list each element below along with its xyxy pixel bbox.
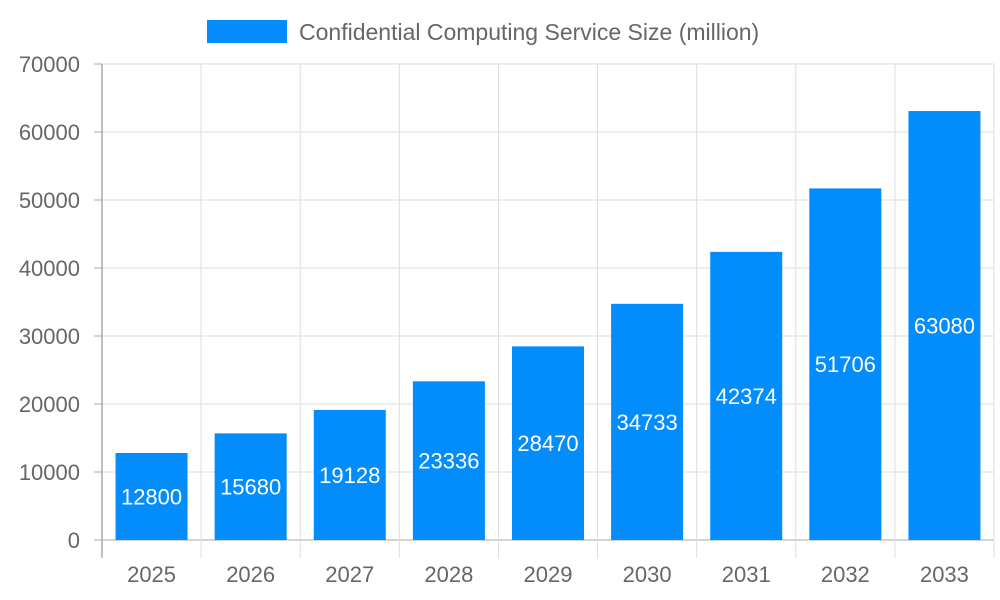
x-tick-label: 2025: [127, 562, 176, 587]
data-label: 15680: [220, 475, 281, 500]
x-tick-label: 2032: [821, 562, 870, 587]
y-tick-label: 0: [68, 528, 80, 553]
bar-2029[interactable]: [512, 346, 584, 540]
x-tick-label: 2031: [722, 562, 771, 587]
y-tick-label: 60000: [19, 120, 80, 145]
y-tick-label: 20000: [19, 392, 80, 417]
data-label: 23336: [418, 449, 479, 474]
x-tick-label: 2033: [920, 562, 969, 587]
x-tick-label: 2028: [424, 562, 473, 587]
data-label: 19128: [319, 463, 380, 488]
data-label: 12800: [121, 484, 182, 509]
y-tick-label: 40000: [19, 256, 80, 281]
data-label: 42374: [716, 384, 777, 409]
data-label: 63080: [914, 314, 975, 339]
bar-2033[interactable]: [908, 111, 981, 540]
x-tick-label: 2027: [325, 562, 374, 587]
legend-label: Confidential Computing Service Size (mil…: [299, 19, 759, 45]
x-tick-label: 2030: [623, 562, 672, 587]
data-label: 51706: [815, 352, 876, 377]
x-axis: 2025 2026 2027 2028 2029 2030 2031 2032 2033: [127, 562, 969, 587]
bar-2028[interactable]: [412, 381, 485, 540]
x-tick-label: 2026: [226, 562, 275, 587]
bar-2031[interactable]: [710, 251, 783, 540]
y-axis: 0 10000 20000 30000 40000 50000 60000 70000: [19, 52, 103, 558]
legend-swatch: [207, 20, 287, 43]
bar-2027[interactable]: [313, 409, 386, 540]
y-tick-label: 10000: [19, 460, 80, 485]
y-tick-label: 30000: [19, 324, 80, 349]
y-tick-label: 50000: [19, 188, 80, 213]
grid: [101, 63, 995, 558]
legend[interactable]: Confidential Computing Service Size (mil…: [207, 19, 759, 45]
bar-2025[interactable]: [115, 452, 188, 540]
y-tick-label: 70000: [19, 52, 80, 77]
bar-2026[interactable]: [214, 433, 287, 540]
data-label: 28470: [517, 431, 578, 456]
bar-2032[interactable]: [809, 188, 882, 540]
data-label: 34733: [617, 410, 678, 435]
bars: 12800 15680 19128 23336 28470 34733 42374 51706…: [115, 111, 981, 540]
bar-2030[interactable]: [611, 303, 684, 540]
x-tick-label: 2029: [524, 562, 573, 587]
